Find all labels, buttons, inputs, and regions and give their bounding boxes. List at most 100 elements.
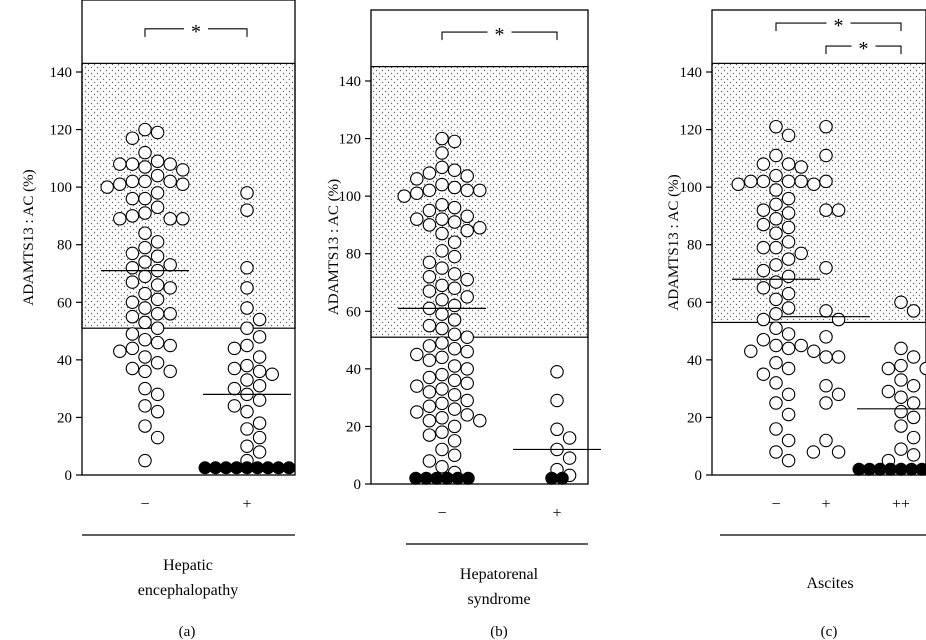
data-point: [266, 368, 278, 380]
y-tick-label: 120: [50, 123, 73, 139]
panel-label: (a): [179, 624, 196, 640]
y-tick-label: 100: [680, 180, 703, 196]
data-point: [820, 175, 832, 187]
data-point: [474, 184, 486, 196]
data-point: [423, 184, 435, 196]
data-point: [782, 454, 794, 466]
data-point: [907, 397, 919, 409]
data-point: [807, 446, 819, 458]
data-point: [436, 368, 448, 380]
data-point: [241, 405, 253, 417]
data-point: [770, 276, 782, 288]
data-point: [436, 397, 448, 409]
y-tick-label: 80: [57, 238, 72, 254]
data-point: [228, 400, 240, 412]
data-point: [770, 149, 782, 161]
data-point: [795, 161, 807, 173]
data-point: [770, 377, 782, 389]
data-point: [423, 340, 435, 352]
data-point: [448, 164, 460, 176]
significance-bracket: [512, 32, 558, 40]
data-point: [832, 351, 844, 363]
data-point: [423, 167, 435, 179]
data-point: [253, 394, 265, 406]
data-point: [114, 345, 126, 357]
significance-star: *: [859, 38, 869, 60]
data-point: [461, 224, 473, 236]
data-point: [423, 371, 435, 383]
data-point: [164, 259, 176, 271]
category-label: −: [771, 496, 780, 513]
data-point: [436, 294, 448, 306]
data-point: [241, 339, 253, 351]
data-point: [770, 322, 782, 334]
data-point: [448, 328, 460, 340]
data-point: [448, 403, 460, 415]
data-point: [139, 207, 151, 219]
data-point: [101, 181, 113, 193]
data-point: [164, 213, 176, 225]
data-point: [436, 213, 448, 225]
normal-range-band: [712, 63, 926, 322]
significance-bracket: [145, 29, 184, 37]
data-point: [241, 282, 253, 294]
data-point: [436, 461, 448, 473]
data-point: [448, 268, 460, 280]
data-point: [151, 250, 163, 262]
data-point: [436, 227, 448, 239]
data-point: [757, 241, 769, 253]
y-tick-label: 140: [339, 74, 362, 90]
data-point: [139, 123, 151, 135]
data-point: [436, 322, 448, 334]
data-point: [151, 236, 163, 248]
data-point: [151, 187, 163, 199]
data-point: [423, 354, 435, 366]
group-label: syndrome: [467, 591, 530, 608]
data-point: [139, 316, 151, 328]
data-point: [782, 158, 794, 170]
data-point: [551, 423, 563, 435]
data-point: [423, 319, 435, 331]
data-point: [241, 440, 253, 452]
data-point: [757, 313, 769, 325]
data-point-filled: [556, 472, 568, 484]
category-label: −: [437, 505, 446, 522]
significance-bracket: [876, 46, 902, 54]
category-label: −: [140, 496, 149, 513]
data-point: [745, 175, 757, 187]
data-point: [126, 132, 138, 144]
y-tick-label: 80: [346, 247, 361, 263]
data-point: [177, 178, 189, 190]
chart-panel-2: 020406080100120140ADAMTS13 : AC (%)− +Hep…: [326, 10, 601, 640]
data-point: [126, 262, 138, 274]
data-point: [782, 221, 794, 233]
data-point: [448, 201, 460, 213]
data-point: [461, 394, 473, 406]
data-point: [895, 374, 907, 386]
data-point: [757, 368, 769, 380]
data-point: [436, 262, 448, 274]
significance-bracket: [826, 46, 852, 54]
data-point: [448, 343, 460, 355]
data-point: [461, 363, 473, 375]
data-point: [820, 305, 832, 317]
y-tick-label: 60: [346, 304, 361, 320]
data-point: [241, 374, 253, 386]
data-point: [820, 397, 832, 409]
data-point: [895, 405, 907, 417]
data-point: [448, 360, 460, 372]
y-tick-label: 80: [687, 238, 702, 254]
data-point: [474, 222, 486, 234]
data-point: [436, 308, 448, 320]
data-point: [151, 357, 163, 369]
significance-star: *: [191, 21, 201, 43]
data-point: [461, 345, 473, 357]
data-point: [782, 434, 794, 446]
data-point: [436, 147, 448, 159]
data-point: [164, 365, 176, 377]
data-point: [448, 181, 460, 193]
data-point: [757, 204, 769, 216]
data-point: [782, 207, 794, 219]
data-point: [795, 247, 807, 259]
data-point: [782, 253, 794, 265]
